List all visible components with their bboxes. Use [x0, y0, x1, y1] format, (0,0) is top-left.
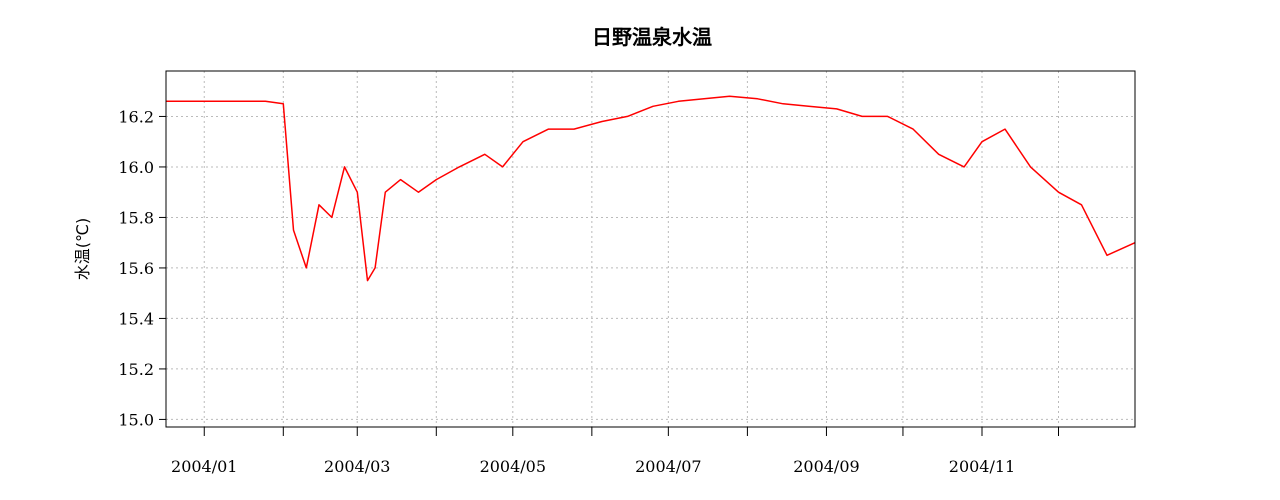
y-tick-label: 15.6: [118, 259, 154, 278]
x-tick-label: 2004/01: [171, 457, 237, 476]
grid: [166, 71, 1135, 427]
x-axis: 2004/01 2004/03 2004/05 2004/07 2004/09 2004/…: [171, 427, 1059, 476]
series-layer: [166, 95, 1136, 282]
y-tick-label: 16.2: [118, 107, 154, 126]
x-tick-label: 2004/09: [793, 457, 859, 476]
x-tick-label: 2004/11: [949, 457, 1015, 476]
y-tick-label: 15.4: [118, 309, 154, 328]
x-tick-label: 2004/05: [480, 457, 546, 476]
plot-frame: [165, 70, 1136, 428]
y-tick-label: 15.8: [118, 208, 154, 227]
x-tick-label: 2004/07: [635, 457, 701, 476]
y-tick-label: 15.0: [118, 410, 154, 429]
y-axis: 15.0 15.2 15.4 15.6 15.8 16.0 16.2: [118, 107, 166, 429]
series-line: [166, 95, 1136, 282]
y-tick-label: 15.2: [118, 360, 154, 379]
chart-title: 日野温泉水温: [592, 25, 712, 49]
y-tick-label: 16.0: [118, 158, 154, 177]
y-axis-label: 水温(℃): [73, 218, 92, 280]
x-tick-label: 2004/03: [324, 457, 390, 476]
